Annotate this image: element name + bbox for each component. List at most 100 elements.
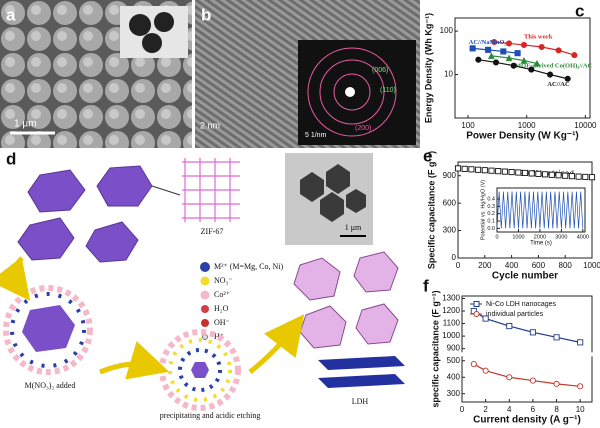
marker	[562, 172, 569, 179]
x-axis-label: Cycle number	[492, 271, 558, 282]
y-axis-label: specific capacitance (F g⁻¹)	[430, 290, 440, 407]
plane-label: (110)	[380, 87, 396, 94]
plot-frame	[457, 161, 593, 259]
series-line	[496, 191, 584, 229]
marker	[482, 367, 489, 374]
ldh-layers	[318, 356, 405, 388]
marker	[506, 374, 513, 381]
product-label: LDH	[352, 397, 369, 406]
marker	[485, 46, 492, 53]
panel-label: f	[423, 276, 429, 295]
marker	[514, 50, 521, 57]
y-axis-label: Specific capacitance (F g⁻¹)	[426, 151, 436, 269]
x-tick-label: 2	[483, 405, 488, 414]
marker	[577, 339, 584, 346]
y-tick-label: 300	[447, 389, 461, 398]
zif-lattice	[182, 158, 240, 222]
legend-text: Ni-Co LDH nanocages	[486, 301, 557, 308]
x-tick-label: 0	[460, 405, 465, 414]
y-tick-label: 900	[443, 171, 457, 180]
x-tick-label: 4	[507, 405, 512, 414]
y-axis-label: Energy Density (Wh Kg⁻¹)	[423, 13, 433, 123]
y-tick-label: 600	[443, 198, 457, 207]
ring-1	[3, 285, 93, 375]
y-tick-label: 300	[443, 226, 457, 235]
x-tick-label: 1000	[518, 121, 536, 130]
x-tick-label: 100	[461, 121, 475, 130]
marker	[553, 380, 560, 387]
x-tick-label: 800	[559, 261, 573, 270]
series-label: AC//NaMnO₂	[469, 39, 507, 46]
x-tick-label: 8	[554, 405, 559, 414]
y-tick-label: 0.1	[487, 218, 495, 224]
plane-label: (200)	[355, 125, 371, 132]
y-tick-label: 0.4	[487, 196, 495, 202]
legend-swatch	[473, 311, 480, 317]
series-label: This work	[524, 33, 553, 40]
x-tick-label: 600	[532, 261, 546, 270]
marker	[475, 56, 482, 63]
y-tick-label: 100	[440, 26, 454, 35]
panel-label: e	[423, 146, 432, 165]
x-tick-label: 10	[576, 405, 585, 414]
legend-text: OH⁻	[214, 318, 230, 327]
y-tick-label: 1000	[442, 331, 460, 340]
x-tick-label: 6	[531, 405, 536, 414]
marker	[564, 75, 571, 82]
x-tick-label: 1000	[583, 261, 600, 270]
marker	[568, 173, 575, 180]
y-tick-label: 0.2	[487, 211, 495, 217]
ring-2	[159, 329, 241, 411]
series-label: MOF-derived Co(OH)₂//AC	[515, 63, 593, 70]
step-label: M(NO₃)₂ added	[25, 381, 76, 390]
scale-bar: 1 μm	[14, 119, 36, 130]
marker	[528, 66, 535, 73]
marker	[510, 62, 517, 69]
marker	[505, 54, 513, 62]
x-axis-label: Power Density (W Kg⁻¹)	[466, 131, 579, 142]
marker	[488, 167, 495, 174]
axis-break	[589, 352, 596, 357]
marker	[492, 59, 500, 66]
x-tick-label: 3000	[555, 234, 567, 240]
panel-label: c	[575, 1, 584, 20]
x-axis-label: Current density (A g⁻¹)	[473, 415, 581, 426]
marker	[529, 329, 536, 336]
x-tick-label: 0	[456, 261, 461, 270]
series-line	[472, 47, 518, 54]
zif-crystals	[17, 165, 153, 263]
marker	[481, 167, 488, 174]
marker	[515, 169, 522, 176]
panel-label: b	[201, 5, 211, 24]
x-tick-label: 1000	[512, 234, 524, 240]
marker	[501, 168, 508, 175]
marker	[577, 383, 584, 390]
marker	[488, 52, 495, 59]
inset-scale: 5 1/nm	[305, 132, 327, 139]
marker	[546, 71, 554, 78]
marker	[528, 170, 535, 177]
y-axis-label: Potential vs. Hg/HgO (V)	[480, 180, 486, 240]
x-tick-label: 400	[505, 261, 519, 270]
marker	[491, 38, 498, 46]
species-legend	[200, 262, 210, 340]
x-tick-label: 10000	[574, 121, 597, 130]
arrows	[0, 256, 305, 380]
panel-label: a	[6, 5, 16, 24]
y-tick-label: 400	[447, 372, 461, 381]
marker	[520, 41, 528, 48]
marker	[542, 171, 549, 178]
x-axis-label: Time (s)	[530, 241, 552, 247]
marker	[588, 174, 596, 181]
marker	[555, 47, 562, 54]
marker	[582, 173, 589, 180]
step-label: precipitating and acidic etching	[160, 411, 261, 420]
marker	[529, 377, 536, 384]
marker	[521, 169, 529, 177]
marker	[553, 334, 560, 341]
y-tick-label: 1200	[442, 306, 460, 315]
marker	[470, 361, 477, 368]
ldh-cages	[293, 251, 399, 349]
series-line	[491, 55, 538, 65]
